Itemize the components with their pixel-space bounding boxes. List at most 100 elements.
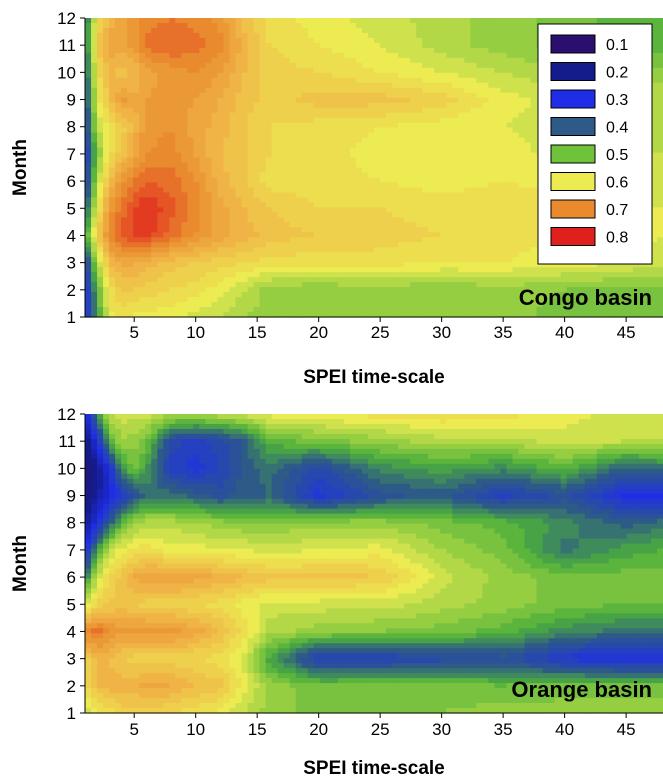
heatmap-cell xyxy=(235,192,243,198)
heatmap-cell xyxy=(193,82,200,89)
heatmap-cell xyxy=(518,117,526,124)
heatmap-cell xyxy=(121,262,128,268)
heatmap-cell xyxy=(355,32,363,39)
heatmap-cell xyxy=(386,212,393,218)
heatmap-cell xyxy=(380,47,387,54)
heatmap-cell xyxy=(301,272,309,278)
heatmap-cell xyxy=(145,157,152,164)
heatmap-cell xyxy=(416,72,423,79)
heatmap-cell xyxy=(343,57,351,64)
heatmap-cell xyxy=(343,82,351,89)
heatmap-cell xyxy=(289,132,297,139)
heatmap-cell xyxy=(416,152,423,159)
heatmap-cell xyxy=(518,67,526,74)
heatmap-cell xyxy=(361,182,369,189)
heatmap-cell xyxy=(163,142,170,149)
heatmap-cell xyxy=(349,202,357,208)
heatmap-cell xyxy=(374,247,381,253)
heatmap-cell xyxy=(476,237,483,243)
heatmap-cell xyxy=(500,227,508,233)
heatmap-cell xyxy=(301,267,309,273)
heatmap-cell xyxy=(434,167,441,174)
heatmap-cell xyxy=(355,232,363,238)
heatmap-cell xyxy=(656,137,663,144)
heatmap-cell xyxy=(229,182,237,189)
heatmap-cell xyxy=(458,92,465,99)
heatmap-cell xyxy=(241,37,249,44)
heatmap-cell xyxy=(295,142,303,149)
heatmap-cell xyxy=(482,167,489,174)
heatmap-cell xyxy=(181,232,188,238)
heatmap-cell xyxy=(169,172,176,179)
heatmap-cell xyxy=(289,67,297,74)
heatmap-cell xyxy=(392,187,399,194)
heatmap-cell xyxy=(139,77,146,84)
heatmap-cell xyxy=(301,77,309,84)
heatmap-cell xyxy=(265,87,273,94)
heatmap-cell xyxy=(247,132,255,139)
heatmap-cell xyxy=(241,157,249,164)
heatmap-cell xyxy=(434,137,441,144)
heatmap-cell xyxy=(404,92,411,99)
heatmap-cell xyxy=(530,152,538,159)
heatmap-cell xyxy=(283,92,291,99)
heatmap-cell xyxy=(211,52,219,59)
heatmap-cell xyxy=(139,72,146,79)
heatmap-cell xyxy=(187,52,194,59)
heatmap-cell xyxy=(331,152,339,159)
heatmap-cell xyxy=(283,127,291,134)
heatmap-cell xyxy=(115,227,122,233)
heatmap-cell xyxy=(512,187,520,194)
heatmap-cell xyxy=(199,172,207,179)
heatmap-cell xyxy=(157,232,164,238)
heatmap-cell xyxy=(187,27,194,34)
heatmap-cell xyxy=(392,237,399,243)
heatmap-cell xyxy=(133,162,140,169)
heatmap-cell xyxy=(494,67,502,74)
heatmap-cell xyxy=(404,172,411,179)
heatmap-cell xyxy=(139,57,146,64)
heatmap-cell xyxy=(428,102,435,109)
heatmap-cell xyxy=(470,92,477,99)
heatmap-cell xyxy=(488,107,496,114)
heatmap-cell xyxy=(530,32,538,39)
heatmap-cell xyxy=(650,97,658,104)
heatmap-cell xyxy=(337,247,345,253)
heatmap-cell xyxy=(277,202,285,208)
heatmap-cell xyxy=(500,92,508,99)
heatmap-cell xyxy=(464,182,471,189)
heatmap-cell xyxy=(422,92,429,99)
heatmap-cell xyxy=(247,152,255,159)
heatmap-cell xyxy=(386,162,393,169)
heatmap-cell xyxy=(307,272,315,278)
heatmap-cell xyxy=(169,62,176,69)
heatmap-cell xyxy=(307,232,315,238)
heatmap-cell xyxy=(650,197,658,203)
heatmap-cell xyxy=(151,92,158,99)
heatmap-cell xyxy=(530,92,538,99)
heatmap-cell xyxy=(133,167,140,174)
heatmap-cell xyxy=(410,92,417,99)
heatmap-cell xyxy=(422,182,429,189)
heatmap-cell xyxy=(253,72,261,79)
heatmap-cell xyxy=(127,192,134,198)
heatmap-cell xyxy=(283,197,291,203)
heatmap-cell xyxy=(494,257,502,263)
heatmap-cell xyxy=(199,177,207,184)
heatmap-cell xyxy=(193,22,200,29)
heatmap-cell xyxy=(458,227,465,233)
heatmap-cell xyxy=(157,77,164,84)
heatmap-cell xyxy=(650,122,658,129)
heatmap-cell xyxy=(301,167,309,174)
heatmap-cell xyxy=(404,42,411,49)
heatmap-cell xyxy=(301,47,309,54)
heatmap-cell xyxy=(512,202,520,208)
heatmap-cell xyxy=(169,32,176,39)
heatmap-cell xyxy=(392,247,399,253)
heatmap-cell xyxy=(85,117,92,124)
heatmap-cell xyxy=(446,112,453,119)
heatmap-cell xyxy=(289,107,297,114)
heatmap-cell xyxy=(476,147,483,154)
heatmap-cell xyxy=(109,232,116,238)
heatmap-cell xyxy=(319,192,327,198)
